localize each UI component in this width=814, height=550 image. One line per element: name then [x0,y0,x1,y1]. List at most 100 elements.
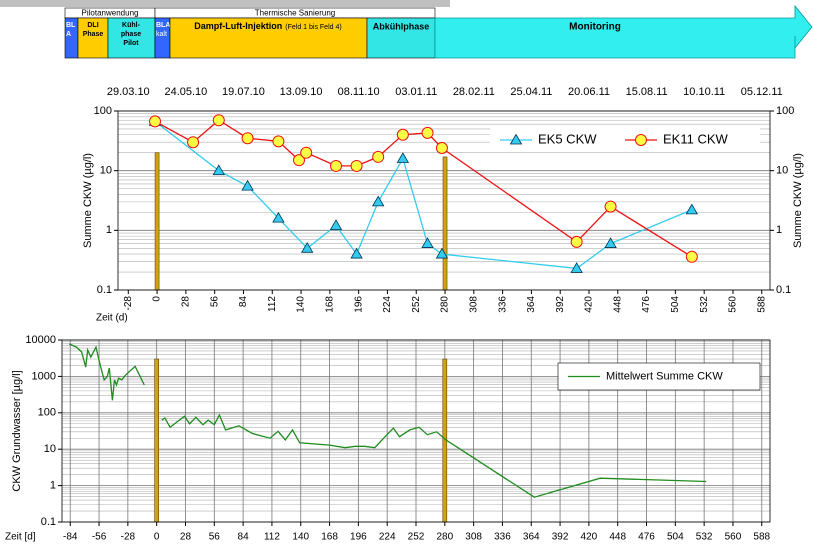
group-label: Pilotanwendung [82,9,139,18]
x-tick-label: 336 [494,532,511,543]
group-label: Thermische Sanierung [255,9,335,18]
y2-axis-label: Summe CKW (µg/l) [792,153,804,248]
phase-label: phase [121,31,141,38]
marker [421,237,434,248]
series-line [154,119,693,258]
x-tick-label: 84 [238,296,249,308]
marker [396,128,409,141]
phase-label-main: Dampf-Luft-Injektion [194,21,282,31]
marker [635,134,647,146]
y-tick-label: 100 [38,407,56,419]
marker [604,200,617,213]
x-tick-label: 476 [638,532,655,543]
x2-tick-label: 05.12.11 [741,86,783,98]
x-tick-label: 588 [753,532,770,543]
marker [149,115,162,128]
x-tick-label: 28 [181,296,192,308]
plot-frame [61,339,771,523]
y-tick-label: 0.1 [97,284,112,296]
marker [292,154,305,167]
x-tick-label: 196 [353,296,364,313]
marker [371,195,385,207]
plot-frame [117,110,771,291]
x-tick-label: 0 [154,532,160,543]
marker [372,150,385,163]
x-tick-label: -84 [63,532,78,543]
x-tick-label: 112 [264,532,280,543]
y-tick-label: 100 [94,105,112,117]
x-tick-label: 280 [436,532,453,543]
x-tick-label: 392 [552,532,569,543]
x-tick-label: -56 [92,532,107,543]
marker [272,135,285,148]
phase-bar-mark [154,152,160,291]
phase-bar-mark [154,358,159,523]
legend-label: EK5 CKW [538,131,597,146]
y-tick-label: 1 [106,224,112,236]
x2-tick-label: 13.09.10 [280,86,323,98]
x-tick-label: 364 [526,296,537,313]
marker [329,219,343,231]
x-tick-label: 112 [267,296,278,312]
x2-tick-label: 24.05.10 [164,86,207,98]
marker [570,235,583,248]
series-line [68,343,707,498]
phase-label: kalt [156,31,167,38]
phase-box [169,17,368,59]
x2-tick-label: 03.01.11 [395,86,437,98]
marker [509,133,523,145]
x-tick-label: 56 [209,532,221,543]
y-tick-label: 1000 [32,370,56,382]
x-tick-label: 252 [411,296,422,313]
x2-tick-label: 10.10.11 [683,86,725,98]
phase-label: Phase [83,31,104,38]
x-tick-label: 84 [238,532,250,543]
x-tick-label: 448 [612,296,623,313]
phase-box [77,17,109,59]
phase-label: Dampf-Luft-Injektion (Feld 1 bis Feld 4) [194,21,341,31]
x-tick-label: 168 [324,296,335,313]
x-tick-label: 196 [350,532,367,543]
x-tick-label: 364 [523,532,540,543]
marker [301,241,314,253]
phase-bar-mark [442,156,448,291]
x-tick-label: 476 [641,296,652,313]
x-tick-label: 280 [440,296,451,313]
phase-label: Pilot [123,40,139,47]
x-tick-label: 308 [465,532,482,543]
x-tick-label: 0 [152,296,163,302]
series-line [154,120,693,270]
x-tick-label: 560 [728,296,739,313]
x-tick-label: 392 [555,296,566,313]
phase-bar: Pilotanwendung Thermische Sanierung BL A… [64,4,813,59]
marker [300,146,313,159]
marker [350,247,363,259]
x-tick-label: 588 [756,296,767,313]
legend-label: Mittelwert Summe CKW [606,370,723,382]
x-axis-label: Zeit (d) [96,313,128,324]
y-tick-label: 10 [100,165,112,177]
legend-label: EK11 CKW [663,131,729,146]
x-tick-label: 532 [699,296,710,313]
x2-tick-label: 20.06.11 [568,86,610,98]
x-tick-label: 140 [296,296,307,313]
x-tick-label: 252 [408,532,425,543]
x-tick-label: -28 [121,532,136,543]
x2-tick-label: 19.07.10 [222,86,265,98]
x2-tick-label: 25.04.11 [510,86,552,98]
top-band [0,0,450,7]
marker [604,237,617,248]
phase-label: A [66,31,71,38]
x2-tick-label: 08.11.10 [338,86,380,98]
marker [435,141,448,154]
y2-tick-label: 100 [776,105,794,117]
marker [396,152,410,163]
x-tick-label: 56 [209,296,220,308]
x2-tick-label: 15.08.11 [626,86,668,98]
marker [350,159,363,172]
x2-tick-label: 28.02.11 [453,86,495,98]
chart: 0.1 1 10 100 1000 10000 -84 -56 -28 0 28 56 84 112 140… [5,334,771,543]
marker [685,203,699,215]
marker [241,179,254,191]
